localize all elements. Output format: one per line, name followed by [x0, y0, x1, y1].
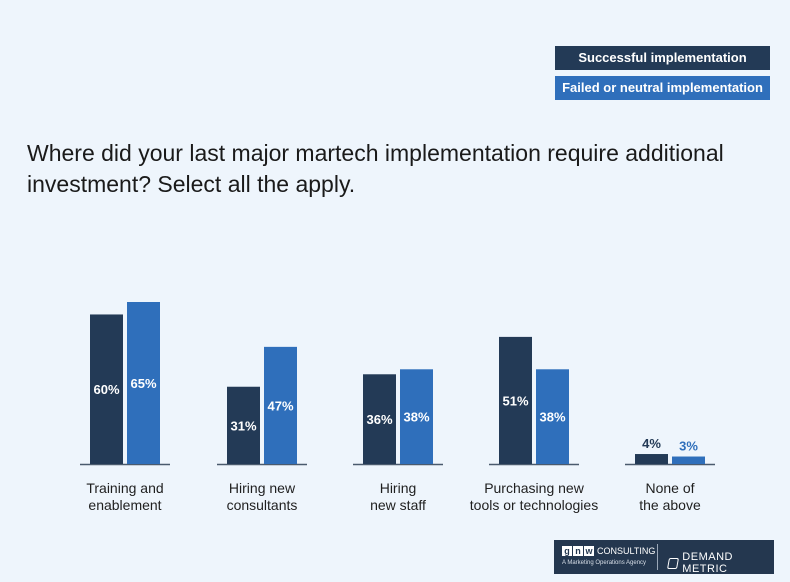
data-label: 31%	[230, 418, 256, 433]
bar-failed	[264, 346, 297, 464]
data-label: 4%	[642, 436, 661, 451]
bar-failed	[400, 369, 433, 464]
bar-successful	[227, 386, 260, 464]
data-label: 65%	[130, 376, 156, 391]
bar-successful	[635, 454, 668, 464]
branding-logos: g n w CONSULTING A Marketing Operations …	[554, 540, 774, 575]
category-label: Hiring new	[229, 480, 296, 496]
category-label: new staff	[370, 497, 426, 513]
category-label: None of	[645, 480, 694, 496]
bar-failed	[536, 369, 569, 464]
bar-successful	[363, 374, 396, 464]
legend: Successful implementation Failed or neut…	[555, 46, 770, 106]
gnw-letter: g	[562, 546, 572, 556]
bar-failed	[127, 302, 160, 464]
bar-successful	[499, 336, 532, 464]
bar-successful	[90, 314, 123, 464]
demand-metric-logo: DEMAND METRIC	[667, 551, 774, 575]
bar-failed	[672, 456, 705, 464]
data-label: 47%	[267, 398, 293, 413]
logo-divider	[657, 544, 658, 570]
legend-item-successful: Successful implementation	[555, 46, 770, 70]
gnw-tagline: A Marketing Operations Agency	[562, 560, 647, 566]
demand-metric-word: DEMAND METRIC	[682, 551, 733, 575]
data-label: 60%	[93, 382, 119, 397]
data-label: 51%	[502, 393, 528, 408]
gnw-letter: n	[573, 546, 583, 556]
category-label: Purchasing new	[484, 480, 585, 496]
category-label: Training and	[86, 480, 163, 496]
gnw-letter: w	[584, 546, 594, 556]
category-label: the above	[639, 497, 701, 513]
category-label: enablement	[88, 497, 161, 513]
category-label: tools or technologies	[470, 497, 598, 513]
category-label: consultants	[227, 497, 298, 513]
data-label: 36%	[366, 412, 392, 427]
gnw-consulting-logo: g n w CONSULTING	[562, 546, 655, 556]
demand-metric-mark-icon	[667, 557, 680, 569]
legend-item-failed: Failed or neutral implementation	[555, 76, 770, 100]
category-label: Hiring	[380, 480, 417, 496]
data-label: 3%	[679, 439, 698, 454]
data-label: 38%	[539, 410, 565, 425]
chart-question: Where did your last major martech implem…	[27, 140, 724, 197]
data-label: 38%	[403, 410, 429, 425]
gnw-word: CONSULTING	[597, 546, 656, 556]
